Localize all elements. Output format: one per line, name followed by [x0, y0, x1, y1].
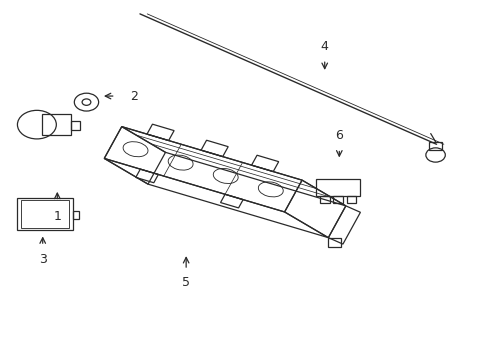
Bar: [17, 198, 73, 230]
Bar: [316, 179, 360, 196]
Bar: [21, 201, 69, 228]
Text: 2: 2: [130, 90, 138, 103]
Text: 1: 1: [53, 210, 61, 223]
Bar: [320, 196, 329, 203]
Bar: [73, 211, 79, 219]
Text: 4: 4: [320, 40, 328, 53]
Text: 5: 5: [182, 276, 190, 289]
Bar: [333, 196, 343, 203]
Bar: [71, 121, 80, 130]
Text: 3: 3: [39, 253, 46, 266]
Bar: [346, 196, 356, 203]
Text: 6: 6: [335, 130, 343, 143]
Bar: [428, 142, 442, 150]
Bar: [41, 114, 71, 135]
